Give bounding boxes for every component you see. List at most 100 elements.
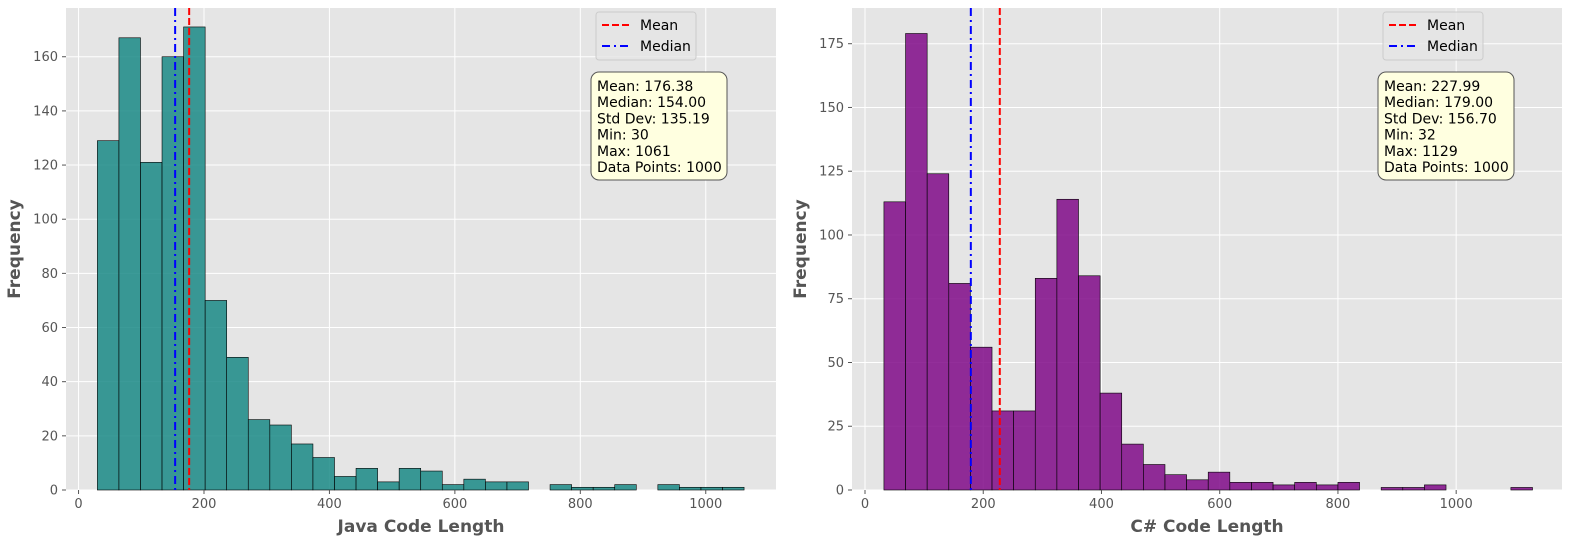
histogram-bar: [571, 486, 594, 491]
x-tick-label: 1000: [689, 497, 722, 512]
x-tick-label: 800: [568, 497, 593, 512]
x-axis-label: C# Code Length: [1130, 517, 1283, 537]
stats-line: Min: 30: [597, 128, 649, 144]
histogram-bar: [1337, 482, 1360, 491]
x-tick-label: 200: [192, 497, 217, 512]
histogram-bar: [1013, 410, 1036, 491]
legend-mean-label: Mean: [640, 18, 678, 34]
histogram-bar: [679, 486, 702, 491]
x-tick-label: 400: [1089, 497, 1114, 512]
histogram-bar: [592, 486, 616, 491]
histogram-bar: [1078, 275, 1101, 491]
stats-line: Data Points: 1000: [1384, 160, 1509, 176]
histogram-bar: [204, 300, 228, 491]
histogram-bar: [1229, 482, 1252, 491]
histogram-bar: [700, 486, 723, 491]
histogram-bar: [463, 478, 486, 491]
histogram-bar: [991, 410, 1014, 491]
histogram-bar: [1034, 278, 1058, 491]
histogram-bar: [1380, 487, 1404, 491]
legend-mean-label: Mean: [1427, 18, 1465, 34]
stats-line: Max: 1129: [1384, 144, 1458, 160]
histogram-bar: [722, 486, 745, 491]
y-tick-label: 0: [50, 484, 58, 499]
histogram-bar: [970, 346, 993, 491]
x-tick-label: 600: [442, 497, 467, 512]
histogram-bar: [377, 481, 400, 491]
histogram-bar: [1056, 198, 1079, 491]
histogram-bar: [614, 484, 637, 491]
histogram-bar: [485, 481, 508, 491]
legend-frame: [1382, 11, 1484, 61]
stats-line: Mean: 176.38: [597, 79, 693, 95]
histogram-bar: [183, 26, 206, 491]
histogram-bar: [1510, 487, 1533, 491]
histogram-bar: [140, 162, 163, 491]
histogram-bar: [247, 419, 271, 491]
stats-line: Min: 32: [1384, 128, 1436, 144]
histogram-bar: [1143, 464, 1166, 491]
stats-line: Median: 179.00: [1384, 95, 1493, 111]
histogram-bar: [657, 484, 680, 491]
legend-median-label: Median: [640, 39, 691, 55]
y-axis-label: Frequency: [5, 199, 25, 299]
histogram-bar: [1424, 484, 1447, 491]
histogram-bar: [948, 283, 971, 491]
histogram-bar: [926, 173, 950, 491]
y-tick-label: 125: [819, 165, 844, 180]
stats-line: Data Points: 1000: [597, 160, 722, 176]
x-tick-label: 400: [317, 497, 342, 512]
y-tick-label: 175: [819, 37, 844, 52]
histogram-bar: [1316, 484, 1339, 491]
histogram-bar: [1251, 482, 1274, 491]
histogram-bar: [1186, 479, 1209, 491]
histogram-bar: [905, 33, 928, 491]
histogram-bar: [1272, 484, 1295, 491]
histogram-bar: [291, 443, 314, 491]
legend-median-label: Median: [1427, 39, 1478, 55]
x-tick-label: 800: [1326, 497, 1351, 512]
x-tick-label: 600: [1207, 497, 1232, 512]
histogram-bar: [1164, 474, 1187, 491]
y-tick-label: 40: [41, 375, 58, 390]
y-axis-label: Frequency: [791, 199, 811, 299]
x-tick-label: 200: [971, 497, 996, 512]
y-tick-label: 75: [827, 292, 844, 307]
histogram-bar: [1099, 392, 1123, 491]
histogram-bar: [226, 357, 249, 491]
y-tick-label: 50: [827, 356, 844, 371]
histogram-bar: [883, 201, 906, 491]
histogram-bar: [118, 37, 141, 491]
legend: Mean Median: [1382, 11, 1484, 61]
histogram-bar: [1207, 471, 1231, 491]
stats-line: Median: 154.00: [597, 95, 706, 111]
histogram-bar: [161, 56, 184, 491]
y-tick-label: 20: [41, 429, 58, 444]
y-tick-label: 0: [836, 484, 844, 499]
legend: Mean Median: [595, 11, 697, 61]
histogram-bar: [398, 468, 422, 491]
histogram-bar: [1402, 487, 1425, 491]
y-tick-label: 150: [819, 101, 844, 116]
histogram-bar: [1121, 443, 1144, 491]
legend-frame: [595, 11, 697, 61]
x-tick-label: 0: [861, 497, 869, 512]
histogram-bar: [269, 424, 292, 491]
histogram-bar: [506, 481, 529, 491]
y-tick-label: 100: [33, 213, 58, 228]
y-tick-label: 140: [33, 104, 58, 119]
x-tick-label: 1000: [1440, 497, 1473, 512]
stats-line: Mean: 227.99: [1384, 79, 1480, 95]
y-tick-label: 120: [33, 159, 58, 174]
y-tick-label: 80: [41, 267, 58, 282]
x-axis-label: Java Code Length: [337, 517, 505, 537]
y-tick-label: 60: [41, 321, 58, 336]
histogram-bar: [312, 457, 335, 491]
y-tick-label: 100: [819, 228, 844, 243]
histogram-bar: [355, 468, 378, 491]
histogram-bar: [334, 476, 357, 491]
stats-line: Std Dev: 135.19: [597, 111, 710, 127]
